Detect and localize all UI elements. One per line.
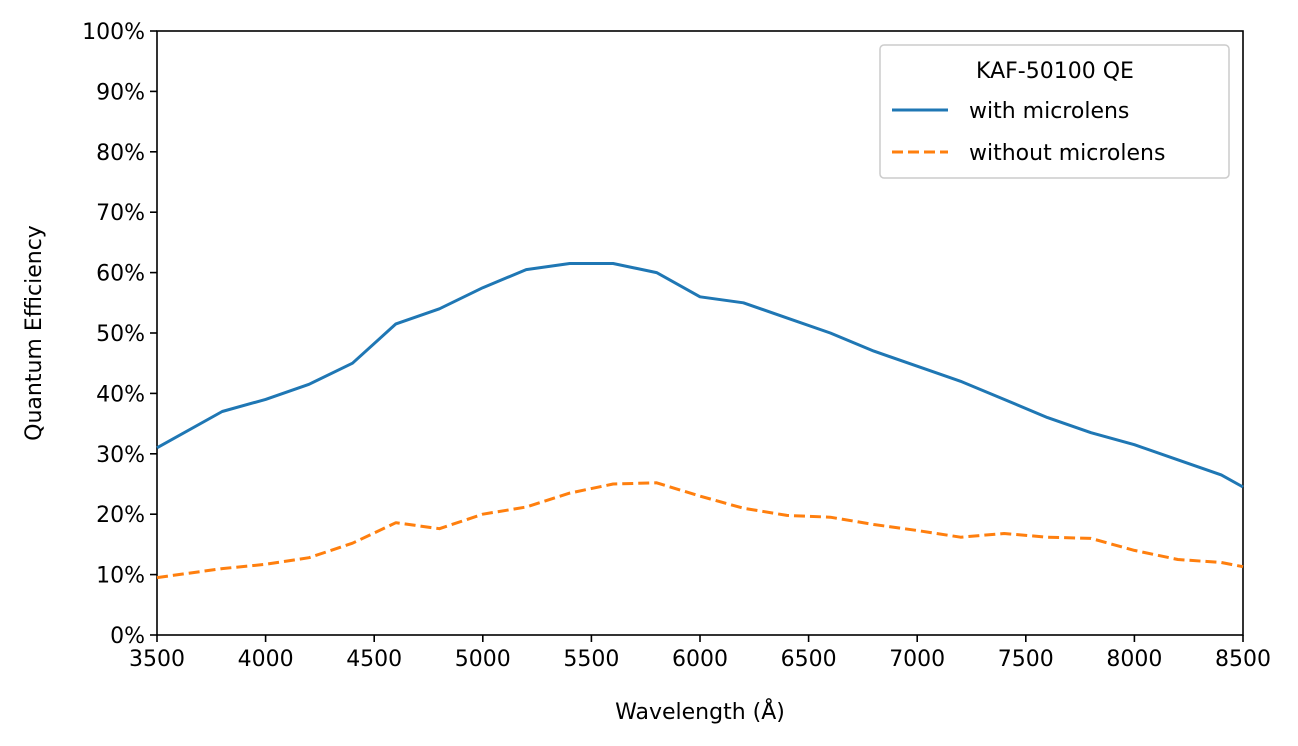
x-tick-label: 4000 xyxy=(238,647,294,672)
legend-entries: with microlens without microlens xyxy=(892,99,1165,166)
legend-label: with microlens xyxy=(969,99,1129,124)
x-tick-label: 8000 xyxy=(1106,647,1162,672)
y-tick-label: 0% xyxy=(110,624,145,649)
x-tick-label: 4500 xyxy=(346,647,402,672)
x-tick-label: 5500 xyxy=(563,647,619,672)
x-tick-label: 6000 xyxy=(672,647,728,672)
x-axis: 3500 4000 4500 5000 5500 6000 6500 7000 7500 8000… xyxy=(129,635,1271,672)
x-tick-label: 8500 xyxy=(1215,647,1271,672)
series-layer xyxy=(156,262,1244,580)
y-tick-label: 80% xyxy=(96,141,145,166)
y-axis: 0% 10% 20% 30% 40% 50% 60% 70% 80% 90% 100% xyxy=(82,20,157,649)
y-tick-label: 40% xyxy=(96,382,145,407)
y-tick-label: 60% xyxy=(96,262,145,287)
y-axis-label: Quantum Efficiency xyxy=(22,225,47,441)
legend-box xyxy=(879,44,1230,179)
x-tick-label: 5000 xyxy=(455,647,511,672)
legend-title: KAF-50100 QE xyxy=(976,59,1134,84)
y-tick-label: 90% xyxy=(96,80,145,105)
y-tick-label: 30% xyxy=(96,443,145,468)
x-tick-label: 7500 xyxy=(998,647,1054,672)
y-tick-label: 20% xyxy=(96,503,145,528)
x-tick-label: 7000 xyxy=(889,647,945,672)
y-tick-label: 70% xyxy=(96,201,145,226)
x-tick-label: 6500 xyxy=(781,647,837,672)
legend: KAF-50100 QE with microlens without micro… xyxy=(879,44,1230,179)
x-tick-label: 3500 xyxy=(129,647,185,672)
y-tick-label: 50% xyxy=(96,322,145,347)
legend-label: without microlens xyxy=(969,141,1165,166)
x-axis-label: Wavelength (Å) xyxy=(615,698,785,725)
y-tick-label: 100% xyxy=(82,20,145,45)
series-line-without-microlens xyxy=(156,481,1244,580)
y-tick-label: 10% xyxy=(96,564,145,589)
series-line-with-microlens xyxy=(156,262,1244,489)
